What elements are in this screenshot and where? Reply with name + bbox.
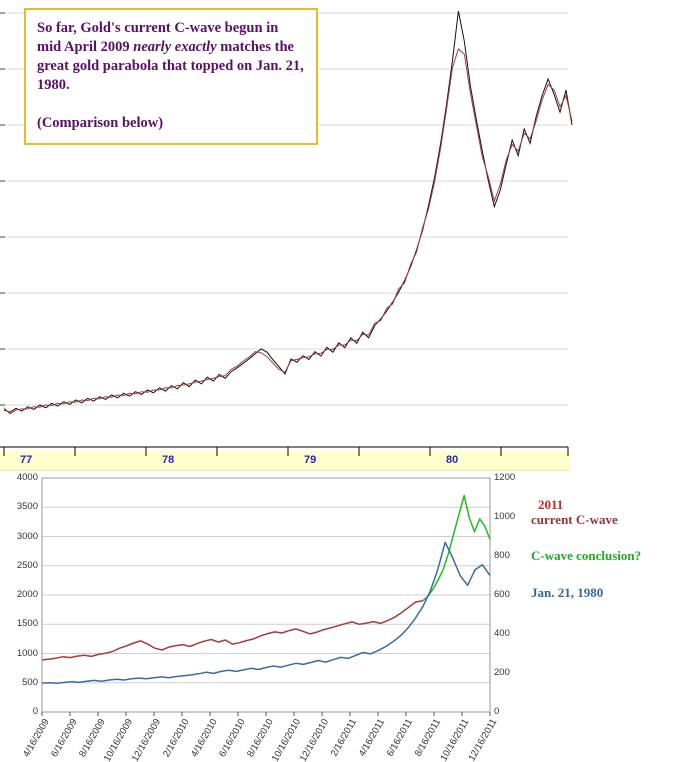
top-chart-year-label: 79 (304, 454, 317, 466)
top-chart-year-label: 77 (20, 454, 33, 466)
legend-jan-21-1980: Jan. 21, 1980 (531, 585, 604, 600)
y-axis-right-label: 1200 (494, 472, 516, 483)
y-axis-left-label: 1500 (16, 618, 38, 630)
y-axis-left-label: 2500 (16, 559, 38, 571)
annotation-text-italic: nearly exactly (133, 39, 217, 56)
top-chart-year-label: 80 (446, 454, 459, 466)
legend-current-c-wave: current C-wave (531, 512, 618, 527)
annotation-text: So far, Gold's current C-wave begun in m… (37, 19, 305, 96)
series-jan-21-1980 (41, 541, 491, 685)
y-axis-right-label: 0 (494, 706, 500, 717)
legend-2011: 2011 (538, 497, 564, 512)
y-axis-right-label: 400 (494, 628, 510, 639)
y-axis-left-label: 3500 (16, 501, 38, 513)
bottom-chart (41, 477, 491, 716)
annotation-note: (Comparison below) (37, 114, 164, 131)
y-axis-right-label: 600 (494, 589, 510, 600)
y-axis-left-label: 0 (32, 706, 38, 717)
top-chart-year-label: 78 (162, 454, 175, 466)
annotation-text-part2: matches the great gold parabola that top… (37, 39, 304, 94)
annotation-box: So far, Gold's current C-wave begun in m… (24, 8, 318, 145)
y-axis-right-label: 1000 (494, 511, 516, 522)
top-chart-x-axis-band: 77 78 79 80 (0, 451, 570, 471)
legend-c-wave-conclusion: C-wave conclusion? (531, 548, 642, 563)
y-axis-left-label: 3000 (16, 530, 38, 542)
y-axis-right-label: 200 (494, 667, 510, 678)
series-current-c-wave-overlay (3, 48, 573, 415)
annotation-text-part1: So far, Gold's current C-wave begun in m… (37, 20, 279, 56)
y-axis-left-label: 4000 (16, 472, 38, 483)
y-axis-left-label: 1000 (16, 647, 38, 659)
y-axis-left-label: 2000 (16, 589, 38, 600)
y-axis-right-label: 800 (494, 550, 510, 561)
series-current-c-wave (41, 600, 423, 661)
series-c-wave-conclusion- (422, 494, 491, 602)
y-axis-left-label: 500 (22, 676, 38, 688)
